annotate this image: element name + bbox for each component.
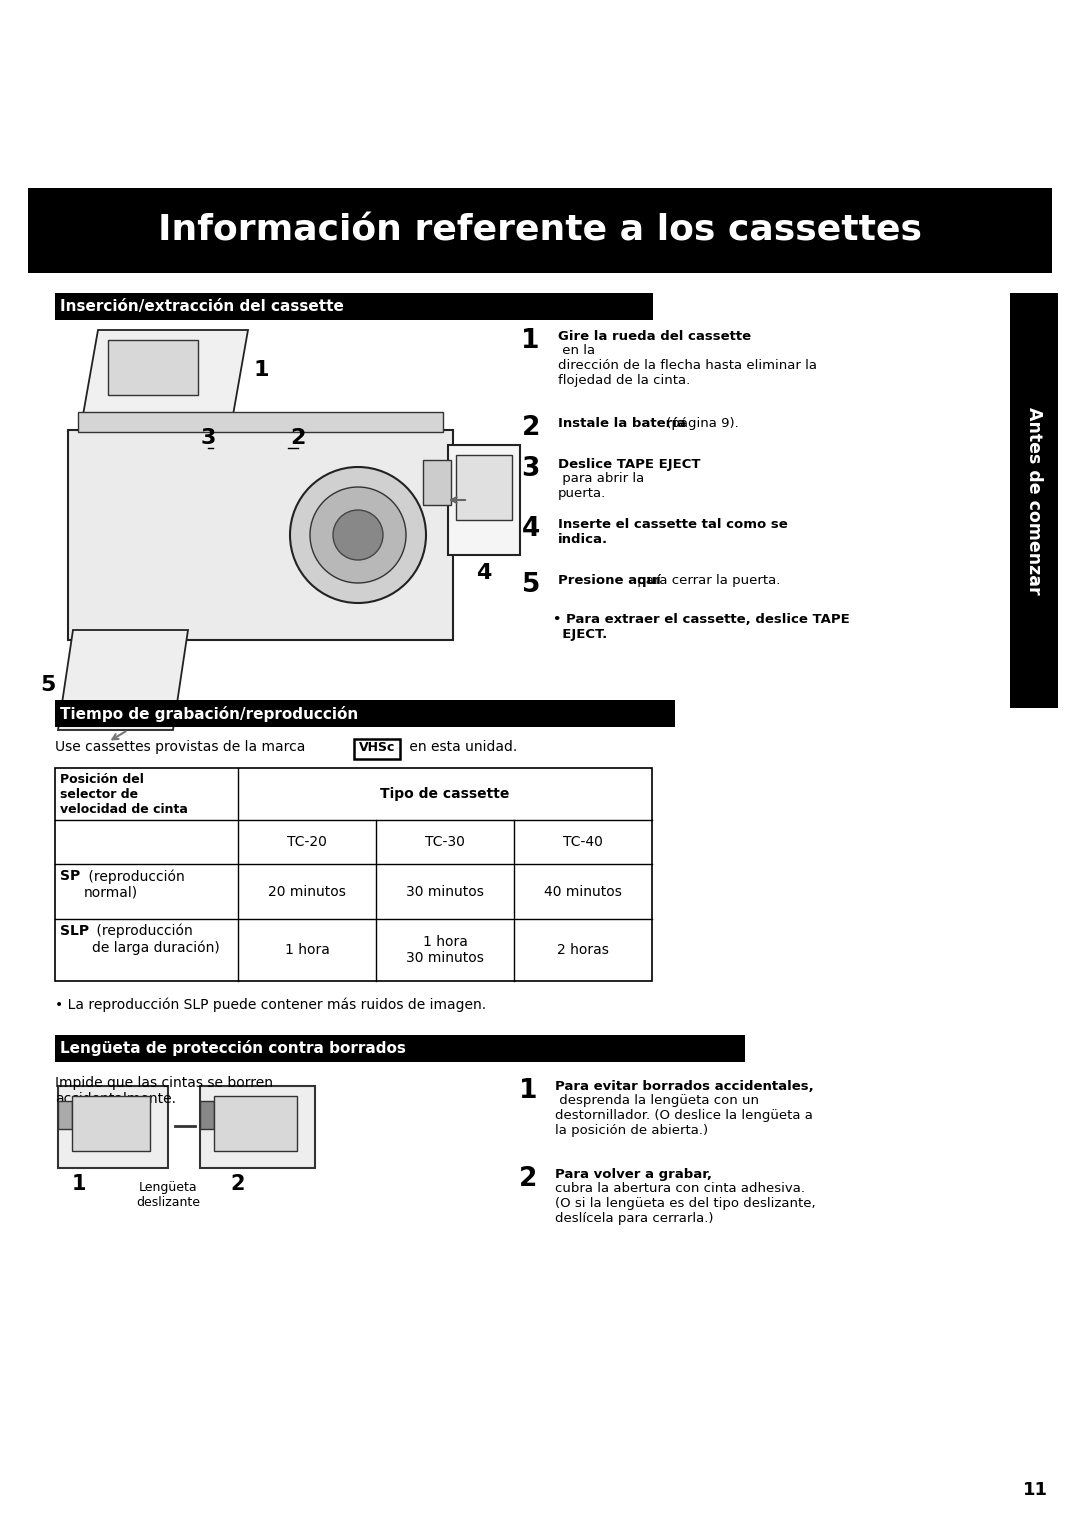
Text: 1: 1 bbox=[518, 1077, 537, 1105]
Bar bbox=[1010, 293, 1058, 707]
Text: 4: 4 bbox=[522, 516, 540, 542]
Circle shape bbox=[291, 468, 426, 604]
Text: Inserción/extracción del cassette: Inserción/extracción del cassette bbox=[60, 299, 343, 313]
Text: TC-40: TC-40 bbox=[563, 834, 603, 850]
Text: 30 minutos: 30 minutos bbox=[406, 885, 484, 898]
Text: Para volver a grabar,: Para volver a grabar, bbox=[555, 1167, 712, 1181]
Text: • La reproducción SLP puede contener más ruidos de imagen.: • La reproducción SLP puede contener más… bbox=[55, 996, 486, 1012]
Circle shape bbox=[333, 510, 383, 559]
Text: 2 horas: 2 horas bbox=[557, 943, 609, 957]
Text: (reproducción
normal): (reproducción normal) bbox=[84, 869, 185, 900]
Text: SP: SP bbox=[60, 869, 80, 883]
Text: SLP: SLP bbox=[60, 924, 90, 938]
Text: Para evitar borrados accidentales,: Para evitar borrados accidentales, bbox=[555, 1080, 813, 1093]
Text: 4: 4 bbox=[476, 562, 491, 584]
Text: VHSc: VHSc bbox=[359, 741, 395, 753]
Bar bbox=[423, 460, 451, 504]
Bar bbox=[58, 1102, 72, 1129]
Text: en la
dirección de la flecha hasta eliminar la
flojedad de la cinta.: en la dirección de la flecha hasta elimi… bbox=[558, 344, 816, 387]
Text: 40 minutos: 40 minutos bbox=[544, 885, 622, 898]
Text: 20 minutos: 20 minutos bbox=[268, 885, 346, 898]
Bar bbox=[456, 455, 512, 520]
Text: (página 9).: (página 9). bbox=[662, 417, 739, 429]
Text: Tipo de cassette: Tipo de cassette bbox=[380, 787, 510, 801]
Text: 3: 3 bbox=[522, 455, 540, 481]
Text: (reproducción
de larga duración): (reproducción de larga duración) bbox=[92, 924, 219, 955]
Text: en esta unidad.: en esta unidad. bbox=[405, 740, 517, 753]
Bar bbox=[55, 700, 675, 727]
Text: TC-30: TC-30 bbox=[426, 834, 464, 850]
Text: 1 hora: 1 hora bbox=[284, 943, 329, 957]
Text: 1: 1 bbox=[522, 329, 540, 354]
Bar bbox=[55, 1034, 745, 1062]
Polygon shape bbox=[83, 330, 248, 416]
Text: para cerrar la puerta.: para cerrar la puerta. bbox=[633, 575, 781, 587]
Bar bbox=[214, 1096, 297, 1151]
Text: 11: 11 bbox=[1023, 1481, 1048, 1499]
Text: cubra la abertura con cinta adhesiva.
(O si la lengüeta es del tipo deslizante,
: cubra la abertura con cinta adhesiva. (O… bbox=[555, 1183, 815, 1225]
Text: desprenda la lengüeta con un
destornillador. (O deslice la lengüeta a
la posició: desprenda la lengüeta con un destornilla… bbox=[555, 1094, 813, 1137]
Bar bbox=[68, 429, 453, 640]
Polygon shape bbox=[58, 630, 188, 730]
Bar bbox=[28, 188, 1052, 274]
Text: 3: 3 bbox=[200, 428, 216, 448]
Circle shape bbox=[310, 487, 406, 584]
Text: 2: 2 bbox=[518, 1166, 537, 1192]
Text: Presione aquí: Presione aquí bbox=[558, 575, 661, 587]
Text: 1 hora
30 minutos: 1 hora 30 minutos bbox=[406, 935, 484, 966]
Text: 5: 5 bbox=[522, 571, 540, 597]
Text: Inserte el cassette tal como se
indica.: Inserte el cassette tal como se indica. bbox=[558, 518, 787, 545]
Text: Lengüeta de protección contra borrados: Lengüeta de protección contra borrados bbox=[60, 1041, 406, 1056]
Text: Use cassettes provistas de la marca: Use cassettes provistas de la marca bbox=[55, 740, 310, 753]
Text: Gire la rueda del cassette: Gire la rueda del cassette bbox=[558, 330, 751, 342]
Text: Deslice TAPE EJECT: Deslice TAPE EJECT bbox=[558, 458, 701, 471]
Bar bbox=[200, 1086, 315, 1167]
Text: 2: 2 bbox=[291, 428, 306, 448]
Bar bbox=[55, 293, 653, 319]
Bar bbox=[72, 1096, 150, 1151]
Bar bbox=[58, 1086, 168, 1167]
Text: Información referente a los cassettes: Información referente a los cassettes bbox=[158, 214, 922, 248]
Text: para abrir la
puerta.: para abrir la puerta. bbox=[558, 472, 645, 500]
Text: Antes de comenzar: Antes de comenzar bbox=[1025, 406, 1043, 594]
Bar bbox=[448, 445, 519, 555]
Text: 2: 2 bbox=[522, 416, 540, 442]
Bar bbox=[108, 341, 198, 396]
Text: Posición del
selector de
velocidad de cinta: Posición del selector de velocidad de ci… bbox=[60, 773, 188, 816]
Text: Tiempo de grabación/reproducción: Tiempo de grabación/reproducción bbox=[60, 706, 359, 721]
Text: TC-20: TC-20 bbox=[287, 834, 327, 850]
Text: Lengüeta
deslizante: Lengüeta deslizante bbox=[136, 1181, 200, 1209]
Text: Instale la batería: Instale la batería bbox=[558, 417, 686, 429]
Text: 2: 2 bbox=[230, 1174, 244, 1193]
Text: 1: 1 bbox=[72, 1174, 86, 1193]
Text: 5: 5 bbox=[41, 675, 56, 695]
Bar bbox=[78, 413, 443, 432]
Bar bbox=[200, 1102, 214, 1129]
Bar bbox=[354, 740, 400, 759]
Text: Impide que las cintas se borren
accidentalmente.: Impide que las cintas se borren accident… bbox=[55, 1076, 273, 1106]
Text: • Para extraer el cassette, deslice TAPE
  EJECT.: • Para extraer el cassette, deslice TAPE… bbox=[553, 613, 850, 642]
Bar bbox=[55, 769, 652, 981]
Text: 1: 1 bbox=[253, 361, 269, 380]
